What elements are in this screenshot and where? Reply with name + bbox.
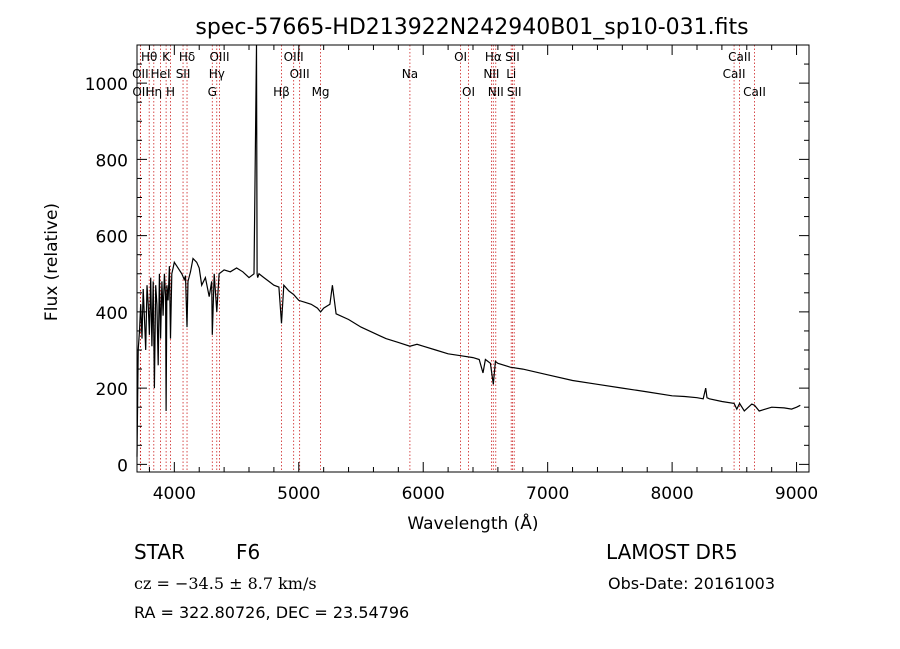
object-subclass: F6 <box>236 540 261 564</box>
marker-label: NII <box>483 67 499 81</box>
marker-label: Na <box>402 67 418 81</box>
marker-label: Li <box>506 67 516 81</box>
y-tick-label: 600 <box>96 228 128 248</box>
marker-label: Hη <box>145 85 162 99</box>
x-axis-label: Wavelength (Å) <box>407 512 538 534</box>
x-tick-label: 7000 <box>526 484 569 504</box>
y-tick-label: 400 <box>96 304 128 324</box>
x-tick-label: 6000 <box>402 484 445 504</box>
line-markers <box>139 45 755 472</box>
x-tick-label: 9000 <box>775 484 818 504</box>
object-class: STAR <box>134 540 185 564</box>
y-axis-ticks: 0 200 400 600 800 1000 <box>85 44 809 476</box>
marker-label: Hα <box>485 50 502 64</box>
marker-label: SII <box>507 85 522 99</box>
marker-label: K <box>162 50 171 64</box>
marker-label: SII <box>505 50 520 64</box>
marker-label: OIII <box>209 50 229 64</box>
survey-label: LAMOST DR5 <box>606 540 738 564</box>
y-tick-label: 800 <box>96 151 128 171</box>
plot-frame <box>136 44 810 473</box>
marker-label: Hθ <box>141 50 157 64</box>
coordinates: RA = 322.80726, DEC = 23.54796 <box>134 603 410 622</box>
y-tick-label: 200 <box>96 380 128 400</box>
obs-date: Obs-Date: 20161003 <box>608 574 776 593</box>
marker-label: SII <box>176 67 191 81</box>
marker-label: OIII <box>290 67 310 81</box>
x-axis-ticks: 4000 5000 6000 7000 8000 9000 <box>148 45 818 504</box>
marker-label: HeI <box>151 67 171 81</box>
marker-label: Mg <box>312 85 330 99</box>
marker-label: OII <box>132 67 149 81</box>
marker-label: CaII <box>728 50 751 64</box>
x-tick-label: 5000 <box>277 484 320 504</box>
marker-label: OIII <box>284 50 304 64</box>
marker-label: Hδ <box>179 50 195 64</box>
spectrum-line <box>136 44 801 457</box>
y-tick-label: 0 <box>117 456 128 476</box>
x-tick-label: 8000 <box>650 484 693 504</box>
chart-title: spec-57665-HD213922N242940B01_sp10-031.f… <box>195 15 748 40</box>
marker-label: H <box>166 85 175 99</box>
marker-label: CaII <box>743 85 766 99</box>
marker-label: OI <box>454 50 467 64</box>
marker-label: OI <box>462 85 475 99</box>
marker-label: NII <box>488 85 504 99</box>
marker-label: Hγ <box>209 67 225 81</box>
marker-label: OII <box>132 85 149 99</box>
redshift-text: cz = −34.5 ± 8.7 km/s <box>134 574 317 593</box>
y-axis-label: Flux (relative) <box>42 203 62 321</box>
y-tick-label: 1000 <box>85 75 128 95</box>
marker-label: CaII <box>723 67 746 81</box>
marker-label: Hβ <box>273 85 290 99</box>
x-tick-label: 4000 <box>153 484 196 504</box>
marker-label: G <box>208 85 217 99</box>
